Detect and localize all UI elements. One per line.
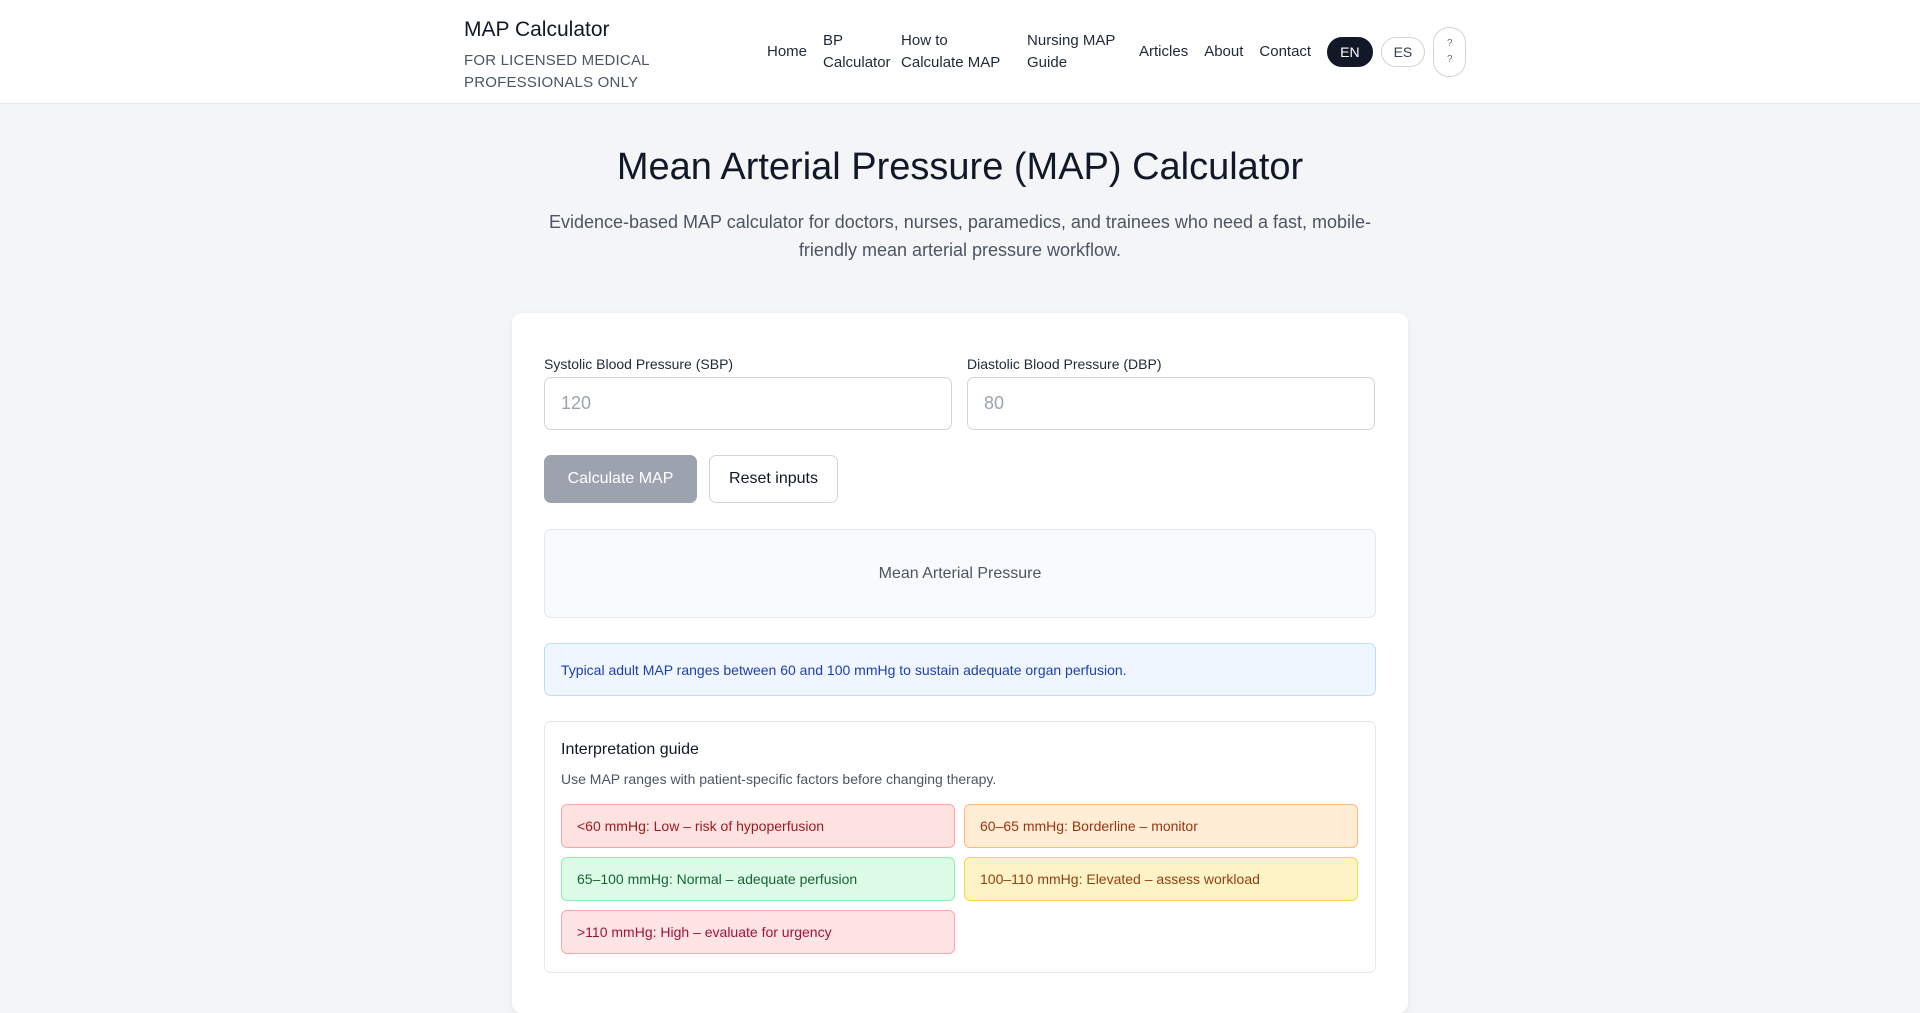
main-nav: Home BP Calculator How to Calculate MAP … — [767, 27, 1467, 77]
info-banner: Typical adult MAP ranges between 60 and … — [544, 643, 1376, 696]
nav-home[interactable]: Home — [767, 43, 808, 60]
brand[interactable]: MAP Calculator FOR LICENSED MEDICAL PROF… — [464, 16, 754, 94]
theme-icon: ? — [1446, 54, 1453, 65]
nav-bp-calculator[interactable]: BP Calculator — [823, 32, 891, 71]
language-es-button[interactable]: ES — [1380, 37, 1426, 67]
brand-title: MAP Calculator — [464, 18, 610, 41]
guide-title: Interpretation guide — [561, 741, 699, 758]
calculate-map-button[interactable]: Calculate MAP — [544, 455, 697, 503]
range-chip: 65–100 mmHg: Normal – adequate perfusion — [561, 857, 955, 901]
reset-inputs-button[interactable]: Reset inputs — [709, 455, 838, 503]
theme-icon: ? — [1446, 38, 1453, 49]
guide-description: Use MAP ranges with patient-specific fac… — [561, 771, 997, 787]
sbp-input[interactable] — [544, 377, 952, 430]
theme-toggle-button[interactable]: ? ? — [1433, 27, 1467, 77]
info-text: Typical adult MAP ranges between 60 and … — [561, 661, 1127, 678]
interpretation-guide: Interpretation guide Use MAP ranges with… — [544, 721, 1376, 973]
nav-about[interactable]: About — [1204, 43, 1244, 60]
range-list: <60 mmHg: Low – risk of hypoperfusion 60–… — [561, 804, 1359, 954]
nav-articles[interactable]: Articles — [1139, 43, 1189, 60]
dbp-label: Diastolic Blood Pressure (DBP) — [967, 356, 1162, 372]
sbp-label: Systolic Blood Pressure (SBP) — [544, 356, 734, 372]
nav-nursing-map-guide[interactable]: Nursing MAP Guide — [1027, 32, 1116, 71]
result-box: Mean Arterial Pressure — [544, 529, 1376, 618]
range-chip: 60–65 mmHg: Borderline – monitor — [964, 804, 1358, 848]
nav-contact[interactable]: Contact — [1259, 43, 1312, 60]
range-chip: 100–110 mmHg: Elevated – assess workload — [964, 857, 1358, 901]
dbp-input[interactable] — [967, 377, 1375, 430]
site-header: MAP Calculator FOR LICENSED MEDICAL PROF… — [0, 0, 1920, 104]
page-subtitle: Evidence-based MAP calculator for doctor… — [548, 212, 1372, 260]
calculator-card: Systolic Blood Pressure (SBP) Diastolic … — [512, 313, 1408, 1013]
brand-subtitle: FOR LICENSED MEDICAL PROFESSIONALS ONLY — [464, 52, 650, 91]
range-chip: <60 mmHg: Low – risk of hypoperfusion — [561, 804, 955, 848]
page-title: Mean Arterial Pressure (MAP) Calculator — [616, 146, 1304, 188]
result-label: Mean Arterial Pressure — [878, 564, 1042, 582]
language-en-button[interactable]: EN — [1327, 37, 1373, 67]
nav-how-to-calculate-map[interactable]: How to Calculate MAP — [901, 32, 1001, 71]
range-chip: >110 mmHg: High – evaluate for urgency — [561, 910, 955, 954]
